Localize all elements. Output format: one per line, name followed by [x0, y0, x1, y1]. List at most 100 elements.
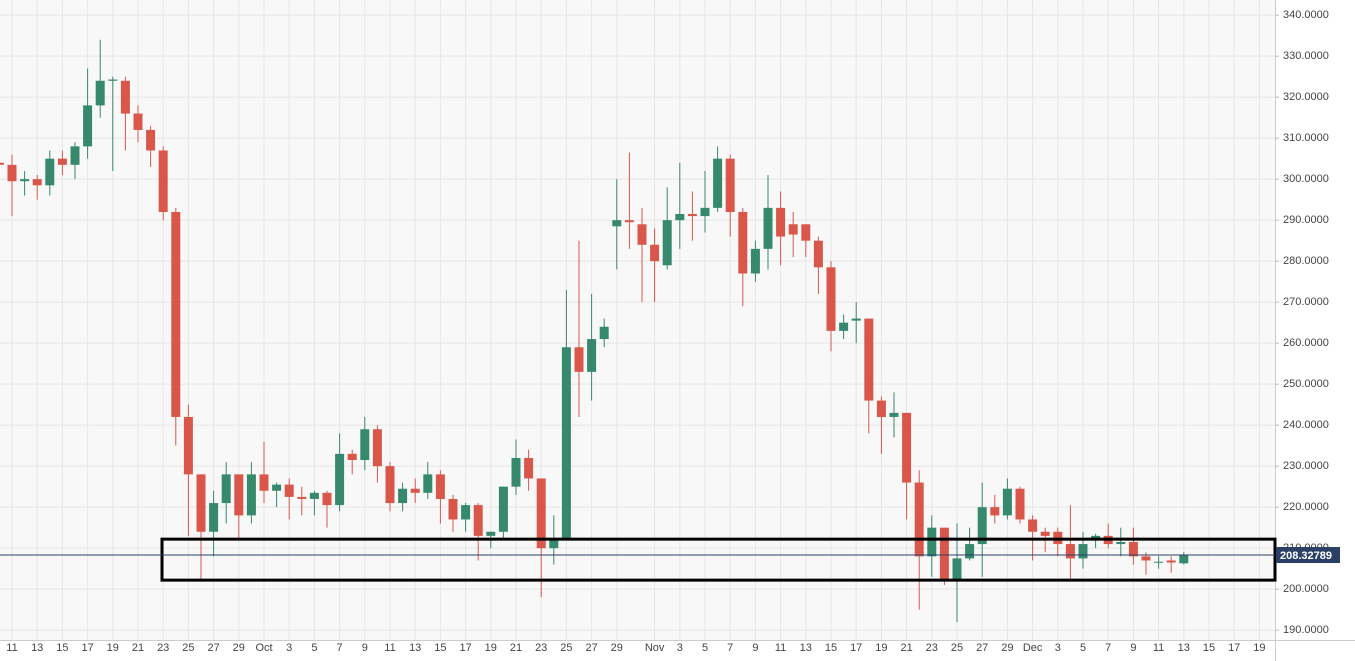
x-tick-label: 21	[900, 642, 912, 654]
y-tick-label: 330.0000	[1283, 50, 1329, 62]
candle-body	[171, 211, 181, 417]
candle-body	[209, 503, 219, 532]
x-tick-label: 11	[384, 642, 395, 654]
y-tick-label: 250.0000	[1283, 378, 1329, 390]
candle-body	[813, 240, 823, 268]
candle-body	[939, 527, 949, 581]
candle-body	[713, 158, 723, 208]
x-tick-label: 27	[585, 642, 597, 654]
candle-body	[952, 558, 962, 581]
candle-body	[45, 158, 55, 186]
candle-body	[927, 527, 937, 557]
candle-body	[1141, 556, 1151, 561]
y-tick-label: 260.0000	[1283, 337, 1329, 349]
x-tick-label: 5	[311, 642, 317, 654]
x-tick-label: 23	[926, 642, 938, 654]
candle-body	[120, 80, 130, 114]
candle-body	[234, 474, 244, 516]
candle-body	[776, 207, 786, 237]
candle-body	[574, 347, 584, 372]
x-tick-label: 13	[409, 642, 421, 654]
candle-body	[259, 474, 269, 491]
x-tick-label: 13	[800, 642, 812, 654]
candle-body	[410, 488, 420, 493]
candle-body	[965, 544, 975, 559]
candle-body	[1002, 488, 1012, 516]
x-tick-label: 3	[286, 642, 292, 654]
candle-body	[511, 457, 521, 487]
candle-body	[385, 466, 395, 504]
x-tick-label: 7	[337, 642, 343, 654]
x-tick-label: 17	[850, 642, 862, 654]
candle-body	[1116, 542, 1126, 545]
last-price-label: 208.32789	[1280, 550, 1332, 562]
candle-body	[599, 326, 609, 340]
x-tick-label: 15	[825, 642, 837, 654]
x-tick-label: 21	[132, 642, 144, 654]
candle-body	[146, 129, 156, 151]
x-tick-label: Dec	[1023, 642, 1043, 654]
candle-body	[246, 474, 256, 516]
candle-body	[549, 539, 559, 549]
x-tick-label: 19	[485, 642, 497, 654]
candle-body	[423, 474, 433, 493]
x-tick-label: 21	[510, 642, 522, 654]
candle-body	[801, 224, 811, 241]
candle-body	[687, 214, 697, 217]
candle-body	[272, 484, 282, 491]
candle-body	[1128, 542, 1138, 557]
y-tick-label: 200.0000	[1283, 583, 1329, 595]
candle-body	[473, 505, 483, 536]
x-tick-label: 25	[951, 642, 963, 654]
x-tick-label: 17	[1228, 642, 1240, 654]
candle-body	[20, 179, 30, 182]
y-tick-label: 320.0000	[1283, 91, 1329, 103]
candle-body	[435, 474, 445, 499]
x-tick-label: 29	[1001, 642, 1013, 654]
candle-body	[108, 79, 118, 81]
candle-body	[133, 113, 143, 130]
x-tick-label: 23	[157, 642, 169, 654]
y-tick-label: 190.0000	[1283, 624, 1329, 636]
y-tick-label: 290.0000	[1283, 214, 1329, 226]
candle-body	[763, 207, 773, 249]
candle-body	[83, 105, 93, 147]
candle-body	[70, 146, 80, 165]
x-tick-label: 11	[1153, 642, 1164, 654]
candle-body	[0, 162, 4, 165]
candle-body	[826, 267, 836, 331]
candle-body	[524, 457, 534, 479]
candle-body	[788, 224, 798, 235]
plot-area	[0, 0, 1275, 640]
x-tick-label: 27	[207, 642, 219, 654]
candle-body	[398, 488, 408, 504]
candle-body	[1015, 488, 1025, 520]
x-tick-label: 19	[107, 642, 119, 654]
candle-body	[158, 150, 168, 212]
y-tick-label: 340.0000	[1283, 9, 1329, 21]
candle-body	[284, 484, 294, 497]
candle-body	[864, 318, 874, 401]
candle-body	[57, 158, 67, 165]
candle-body	[1028, 519, 1038, 532]
x-tick-label: 5	[1080, 642, 1086, 654]
x-tick-label: 11	[775, 642, 786, 654]
candle-body	[977, 507, 987, 545]
candle-body	[372, 429, 382, 467]
x-tick-label: Oct	[255, 642, 272, 654]
x-tick-label: 15	[1203, 642, 1215, 654]
candle-body	[612, 220, 622, 227]
candle-body	[889, 412, 899, 417]
x-tick-label: 11	[6, 642, 17, 654]
candle-body	[498, 486, 508, 532]
candle-body	[750, 248, 760, 274]
x-tick-label: 25	[560, 642, 572, 654]
candle-body	[725, 158, 735, 212]
candle-body	[876, 400, 886, 417]
x-tick-label: 5	[702, 642, 708, 654]
x-tick-label: 9	[752, 642, 758, 654]
x-tick-label: 19	[1253, 642, 1265, 654]
x-tick-label: 19	[875, 642, 887, 654]
y-tick-label: 280.0000	[1283, 255, 1329, 267]
